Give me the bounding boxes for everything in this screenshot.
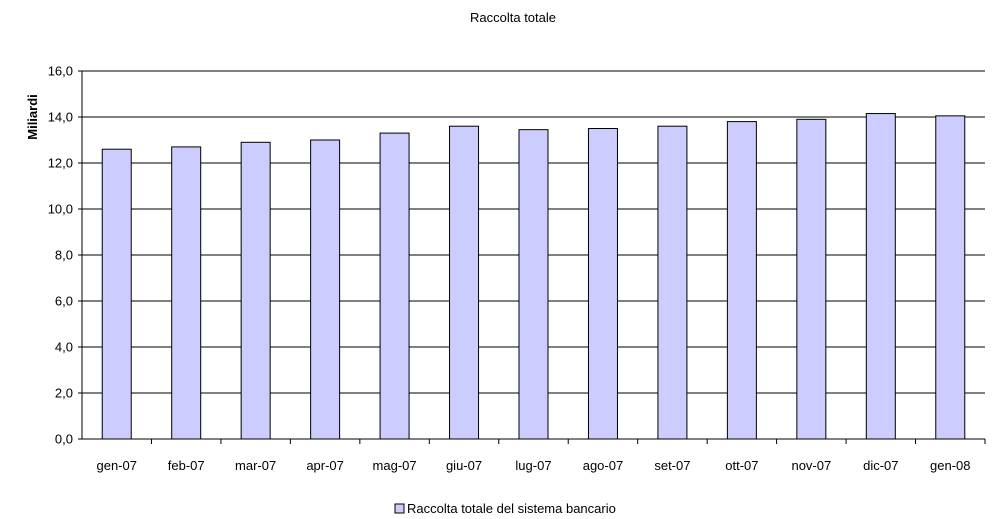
legend: Raccolta totale del sistema bancario — [394, 501, 616, 516]
x-tick-label: dic-07 — [863, 458, 898, 473]
x-tick-label: mar-07 — [235, 458, 276, 473]
chart-title: Raccolta totale — [470, 10, 556, 25]
bar — [935, 115, 966, 440]
bar — [657, 125, 688, 440]
axes — [78, 70, 986, 444]
y-tick-label: 16,0 — [48, 64, 73, 79]
bar — [726, 121, 757, 440]
bar — [587, 128, 618, 440]
y-tick-label: 6,0 — [55, 294, 73, 309]
y-tick-label: 10,0 — [48, 202, 73, 217]
bar — [379, 132, 410, 440]
x-tick-labels: gen-07 feb-07 mar-07 apr-07 mag-07 giu-07 lug-… — [96, 458, 970, 473]
bar — [796, 118, 827, 440]
x-tick-label: feb-07 — [168, 458, 205, 473]
bar — [865, 113, 896, 440]
bar — [101, 148, 132, 440]
x-tick-label: apr-07 — [306, 458, 344, 473]
bar — [449, 125, 480, 440]
x-tick-label: mag-07 — [373, 458, 417, 473]
bar — [171, 146, 202, 440]
x-tick-label: lug-07 — [515, 458, 551, 473]
bars — [101, 113, 966, 440]
y-tick-label: 8,0 — [55, 248, 73, 263]
bar — [240, 141, 271, 440]
x-tick-label: set-07 — [654, 458, 690, 473]
x-tick-label: giu-07 — [446, 458, 482, 473]
bar — [518, 129, 549, 440]
legend-swatch — [394, 503, 405, 514]
x-tick-label: gen-07 — [96, 458, 136, 473]
y-tick-label: 4,0 — [55, 340, 73, 355]
y-tick-label: 14,0 — [48, 110, 73, 125]
x-tick-label: ago-07 — [583, 458, 623, 473]
y-tick-label: 12,0 — [48, 156, 73, 171]
x-tick-label: gen-08 — [930, 458, 970, 473]
bar — [310, 139, 341, 440]
y-tick-label: 2,0 — [55, 386, 73, 401]
y-axis-label: Miliardi — [25, 94, 40, 140]
y-tick-labels: 0,0 2,0 4,0 6,0 8,0 10,0 12,0 14,0 16,0 — [48, 64, 73, 447]
x-tick-label: nov-07 — [791, 458, 831, 473]
x-tick-label: ott-07 — [725, 458, 758, 473]
y-tick-label: 0,0 — [55, 432, 73, 447]
legend-label: Raccolta totale del sistema bancario — [407, 501, 616, 516]
